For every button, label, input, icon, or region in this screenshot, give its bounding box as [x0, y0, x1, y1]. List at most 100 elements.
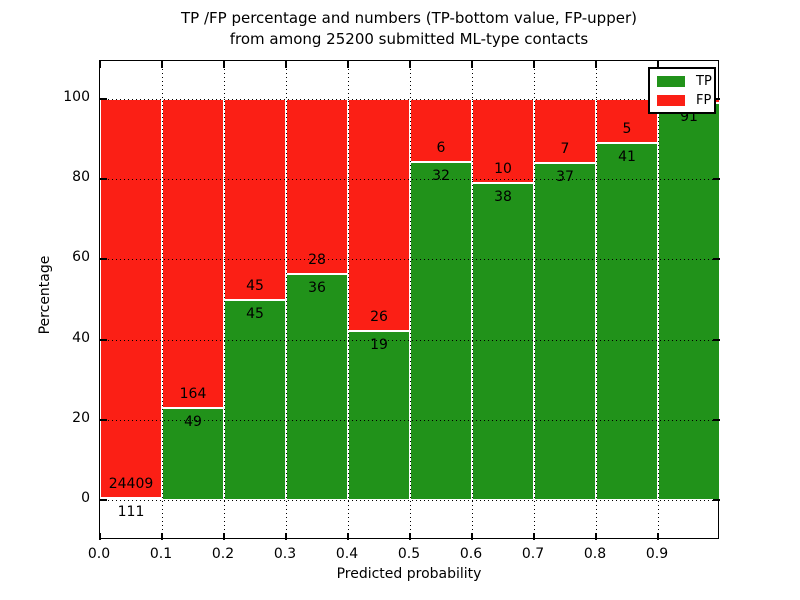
bar-count-fp: 7 — [560, 140, 570, 157]
x-tick-label: 0.0 — [87, 546, 111, 562]
bar-count-fp: 28 — [308, 252, 326, 269]
bar-count-fp: 5 — [622, 120, 632, 137]
x-tick-label: 0.4 — [335, 546, 359, 562]
x-tick-mark — [161, 61, 163, 68]
y-tick-label: 80 — [72, 169, 90, 186]
x-tick-mark — [161, 533, 163, 540]
y-tick-mark — [713, 499, 720, 501]
x-tick-label: 0.2 — [211, 546, 235, 562]
bar-count-tp: 32 — [432, 168, 450, 185]
bar-segment-tp — [410, 162, 472, 500]
x-tick-label: 0.3 — [273, 546, 297, 562]
chart-title-line2: from among 25200 submitted ML-type conta… — [229, 30, 589, 48]
h-gridline — [100, 419, 718, 421]
x-tick-label: 0.5 — [397, 546, 421, 562]
legend-label-fp: FP — [696, 92, 712, 108]
bar-count-fp: 24409 — [108, 476, 154, 493]
bar-count-tp: 37 — [556, 168, 574, 185]
bar-count-tp: 36 — [308, 280, 326, 297]
chart-title-line1: TP /FP percentage and numbers (TP-bottom… — [181, 9, 637, 27]
x-tick-label: 0.1 — [149, 546, 173, 562]
tp-swatch-icon — [657, 75, 685, 87]
x-tick-mark — [347, 61, 349, 68]
y-tick-label: 60 — [72, 249, 90, 266]
fp-swatch-icon — [657, 94, 685, 106]
v-gridline — [224, 61, 225, 538]
bar-segment-fp — [534, 99, 596, 163]
x-tick-mark — [533, 61, 535, 68]
y-tick-mark — [713, 98, 720, 100]
bar-segment-tp — [534, 162, 596, 500]
x-tick-mark — [409, 533, 411, 540]
y-tick-mark — [713, 258, 720, 261]
legend: TP FP — [648, 67, 716, 114]
bar-segment-tp — [224, 299, 286, 500]
x-tick-mark — [471, 533, 473, 540]
y-tick-mark — [100, 418, 107, 421]
v-gridline — [596, 61, 597, 538]
x-tick-mark — [99, 61, 101, 68]
bar-segment-fp — [100, 99, 162, 499]
bar-count-fp: 6 — [436, 140, 446, 157]
y-tick-mark — [713, 418, 720, 421]
legend-label-tp: TP — [696, 73, 712, 89]
x-tick-mark — [595, 61, 597, 68]
x-tick-label: 0.9 — [645, 546, 669, 562]
bar-segment-fp — [472, 99, 534, 183]
bar-count-fp: 164 — [179, 385, 207, 402]
x-tick-mark — [533, 533, 535, 540]
y-tick-mark — [713, 338, 720, 341]
y-tick-label: 0 — [81, 490, 90, 506]
bar-segment-tp — [658, 103, 720, 500]
legend-item-fp: FP — [657, 94, 711, 107]
v-gridline — [472, 61, 473, 538]
h-gridline — [100, 500, 718, 501]
bar-segment-fp — [224, 99, 286, 300]
x-tick-mark — [223, 61, 225, 68]
y-tick-mark — [100, 258, 107, 261]
y-tick-label: 40 — [72, 329, 90, 346]
x-tick-mark — [347, 533, 349, 540]
x-tick-mark — [657, 61, 659, 68]
h-gridline — [100, 339, 718, 341]
y-axis-title: Percentage — [37, 255, 53, 335]
plot-area: 2440911116449454528362619632103873754119… — [99, 60, 720, 540]
bar-segment-fp — [410, 99, 472, 163]
y-tick-label: 20 — [72, 409, 90, 426]
bar-count-tp: 19 — [370, 336, 388, 353]
legend-item-tp: TP — [657, 75, 712, 88]
y-tick-mark — [100, 178, 107, 181]
h-gridline — [100, 259, 718, 261]
bar-count-tp: 111 — [117, 504, 145, 521]
h-gridline — [100, 99, 718, 100]
v-gridline — [410, 61, 411, 538]
y-tick-mark — [100, 499, 107, 501]
x-tick-label: 0.6 — [459, 546, 483, 562]
x-tick-label: 0.7 — [521, 546, 545, 562]
x-tick-mark — [99, 533, 101, 540]
bar-segment-tp — [348, 330, 410, 500]
bar-segment-tp — [472, 182, 534, 500]
v-gridline — [162, 61, 163, 538]
x-tick-mark — [657, 533, 659, 540]
y-tick-mark — [100, 98, 107, 100]
bar-segment-fp — [348, 99, 410, 331]
x-tick-mark — [285, 61, 287, 68]
bar-segment-tp — [286, 274, 348, 500]
bar-count-tp: 49 — [184, 413, 202, 430]
bar-segment-tp — [596, 142, 658, 500]
y-tick-mark — [100, 338, 107, 341]
x-tick-label: 0.8 — [583, 546, 607, 562]
v-gridline — [348, 61, 349, 538]
x-tick-mark — [409, 61, 411, 68]
bar-count-tp: 45 — [246, 305, 264, 322]
x-tick-mark — [595, 533, 597, 540]
h-gridline — [100, 179, 718, 181]
v-gridline — [534, 61, 535, 538]
bar-segment-fp — [596, 99, 658, 143]
bar-count-fp: 45 — [246, 277, 264, 294]
bar-segment-fp — [286, 99, 348, 275]
x-axis-title: Predicted probability — [336, 566, 482, 582]
bar-count-fp: 26 — [370, 308, 388, 325]
